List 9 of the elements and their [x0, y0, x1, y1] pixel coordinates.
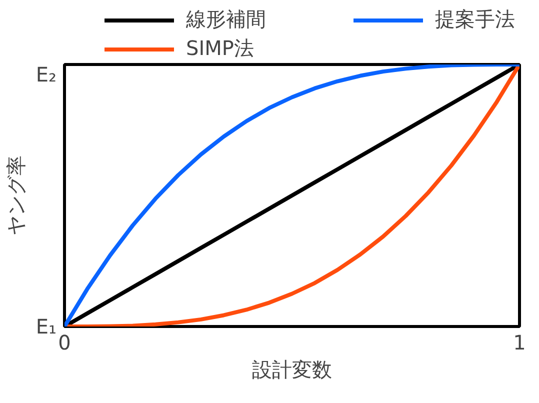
x-tick-label: 0 [58, 330, 71, 354]
text: E₁ [36, 314, 56, 338]
y-axis-title: ヤング率 [4, 156, 28, 236]
legend-label: 提案手法 [435, 6, 516, 33]
x-axis-title: 設計変数 [252, 358, 332, 382]
legend-label: 線形補間 [186, 6, 267, 33]
text: E₂ [36, 62, 56, 86]
legend-label: SIMP法 [186, 35, 255, 62]
x-tick-label: 1 [513, 330, 526, 354]
